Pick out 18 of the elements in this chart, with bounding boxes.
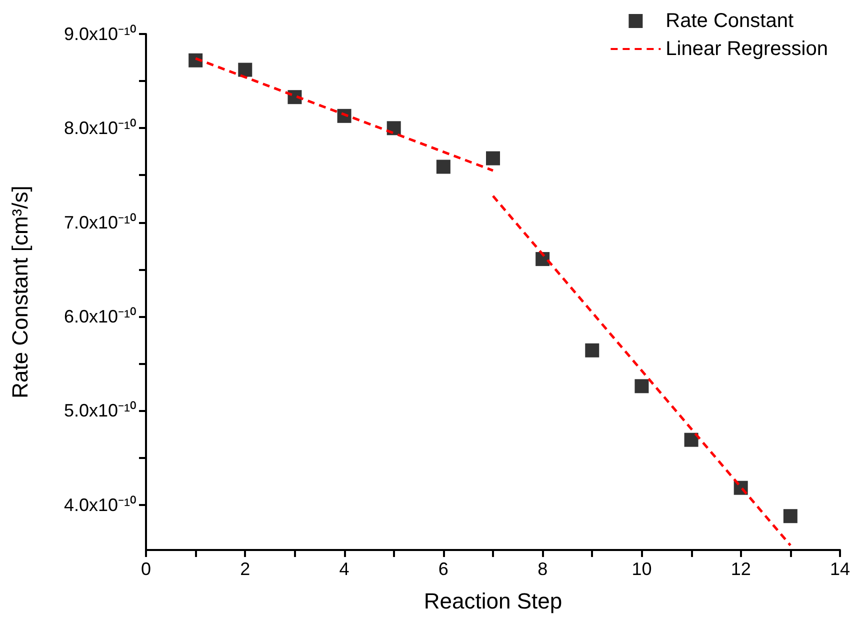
x-tick-label: 8 [538,559,548,579]
x-tick-label: 12 [730,559,751,579]
x-tick-label: 2 [240,559,250,579]
y-tick-label: 5.0x10⁻¹⁰ [64,400,136,421]
y-tick-label: 7.0x10⁻¹⁰ [64,212,136,232]
x-axis-title: Reaction Step [424,588,562,614]
x-tick-label: 6 [438,559,448,579]
legend-label: Rate Constant [666,10,794,32]
legend-label: Linear Regression [666,38,828,60]
y-axis-title: Rate Constant [cm³/s] [8,186,32,398]
y-tick-label: 6.0x10⁻¹⁰ [64,306,136,326]
y-tick-label: 8.0x10⁻¹⁰ [64,118,136,138]
x-tick-label: 4 [339,559,350,579]
y-tick-label: 4.0x10⁻¹⁰ [64,494,136,515]
x-tick-label: 10 [632,559,652,579]
x-tick-label: 14 [830,559,850,579]
x-tick-label: 0 [140,559,152,579]
y-tick-label: 9.0x10⁻¹⁰ [64,24,136,44]
